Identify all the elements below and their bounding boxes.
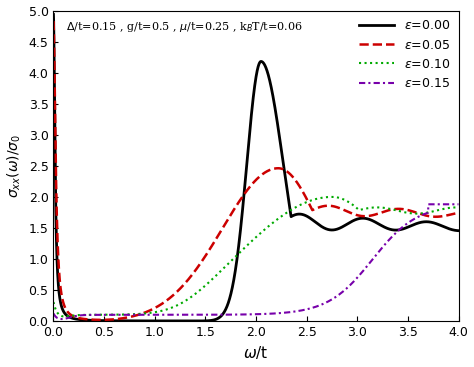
$\epsilon$=0.05 xyxy=(221,224,227,229)
$\epsilon$=0.00 xyxy=(443,225,449,230)
Line: $\epsilon$=0.05: $\epsilon$=0.05 xyxy=(54,21,458,320)
$\epsilon$=0.00 xyxy=(190,319,195,323)
$\epsilon$=0.15 xyxy=(243,312,249,317)
$\epsilon$=0.10 xyxy=(329,195,335,199)
$\epsilon$=0.15 xyxy=(456,202,461,207)
$\epsilon$=0.10 xyxy=(456,205,461,210)
$\epsilon$=0.15 xyxy=(59,317,64,321)
$\epsilon$=0.00 xyxy=(345,222,351,226)
$\epsilon$=0.15 xyxy=(221,312,227,317)
$\epsilon$=0.10 xyxy=(443,206,449,211)
$\epsilon$=0.15 xyxy=(51,311,56,316)
$\epsilon$=0.15 xyxy=(345,285,351,290)
$\epsilon$=0.10 xyxy=(345,199,351,204)
Legend: $\epsilon$=0.00, $\epsilon$=0.05, $\epsilon$=0.10, $\epsilon$=0.15: $\epsilon$=0.00, $\epsilon$=0.05, $\epsi… xyxy=(354,14,455,95)
$\epsilon$=0.00 xyxy=(456,229,461,233)
$\epsilon$=0.10 xyxy=(224,263,230,267)
Text: $\Delta$/t=0.15 , g/t=0.5 , $\mu$/t=0.25 , k$_B$T/t=0.06: $\Delta$/t=0.15 , g/t=0.5 , $\mu$/t=0.25… xyxy=(65,20,302,34)
$\epsilon$=0.00 xyxy=(51,12,56,17)
$\epsilon$=0.15 xyxy=(443,202,449,207)
Y-axis label: $\sigma_{xx}(\omega)/\sigma_0$: $\sigma_{xx}(\omega)/\sigma_0$ xyxy=(6,134,23,198)
$\epsilon$=0.05 xyxy=(456,211,461,215)
Line: $\epsilon$=0.15: $\epsilon$=0.15 xyxy=(54,204,458,319)
$\epsilon$=0.05 xyxy=(243,189,249,194)
$\epsilon$=0.00 xyxy=(221,310,227,315)
$\epsilon$=0.05 xyxy=(345,210,351,214)
$\epsilon$=0.10 xyxy=(423,211,429,215)
Line: $\epsilon$=0.00: $\epsilon$=0.00 xyxy=(54,15,458,321)
$\epsilon$=0.10 xyxy=(243,244,249,249)
$\epsilon$=0.00 xyxy=(224,304,230,309)
$\epsilon$=0.05 xyxy=(423,213,429,218)
$\epsilon$=0.00 xyxy=(423,219,429,224)
$\epsilon$=0.05 xyxy=(98,318,104,322)
$\epsilon$=0.15 xyxy=(224,312,230,317)
$\epsilon$=0.10 xyxy=(221,266,227,270)
$\epsilon$=0.05 xyxy=(224,219,230,223)
$\epsilon$=0.10 xyxy=(62,314,67,319)
X-axis label: $\omega$/t: $\omega$/t xyxy=(243,345,269,361)
$\epsilon$=0.00 xyxy=(243,170,249,175)
$\epsilon$=0.05 xyxy=(51,19,56,23)
$\epsilon$=0.10 xyxy=(51,300,56,304)
$\epsilon$=0.05 xyxy=(443,213,449,218)
$\epsilon$=0.15 xyxy=(423,211,429,216)
Line: $\epsilon$=0.10: $\epsilon$=0.10 xyxy=(54,197,458,316)
$\epsilon$=0.15 xyxy=(425,202,431,207)
